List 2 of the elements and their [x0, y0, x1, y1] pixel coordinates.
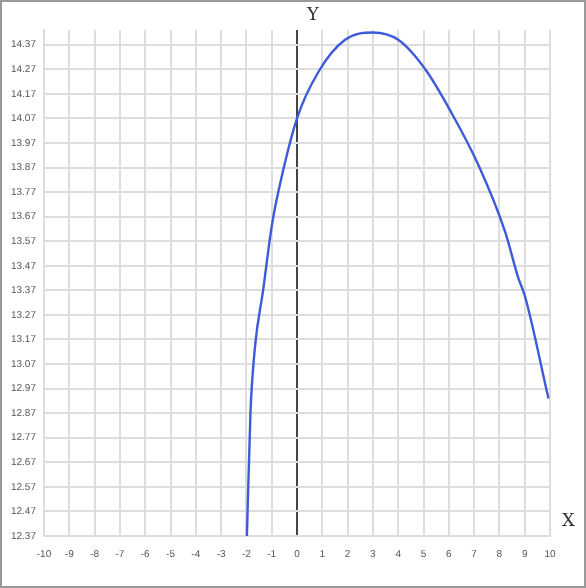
y-axis-title: Y	[305, 5, 321, 26]
x-axis-title: X	[562, 511, 576, 532]
